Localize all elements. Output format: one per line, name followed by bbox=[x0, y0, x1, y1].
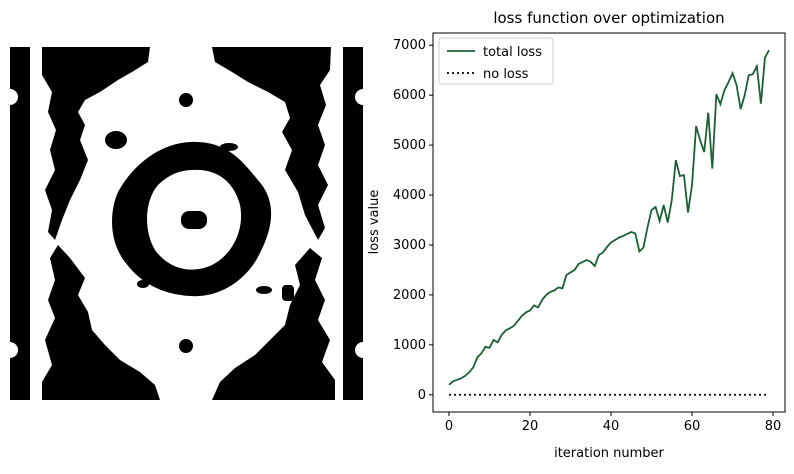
legend-label: no loss bbox=[483, 67, 529, 82]
x-axis-label: iteration number bbox=[554, 446, 664, 461]
y-tick-label: 6000 bbox=[393, 88, 426, 103]
chart-title: loss function over optimization bbox=[493, 9, 724, 27]
axes-frame bbox=[432, 32, 786, 413]
y-tick-label: 3000 bbox=[393, 238, 426, 253]
plot-area: 0 20 40 60 80 0 1000 2000 3000 4000 5000 6000 7000 to… bbox=[393, 37, 782, 434]
y-tick-label: 5000 bbox=[393, 138, 426, 153]
x-tick-label: 20 bbox=[522, 419, 539, 434]
legend-label: total loss bbox=[483, 45, 542, 60]
x-tick-label: 60 bbox=[684, 419, 701, 434]
x-tick-label: 80 bbox=[765, 419, 782, 434]
y-tick-label: 0 bbox=[418, 388, 426, 403]
y-tick-label: 1000 bbox=[393, 338, 426, 353]
topology-image bbox=[2, 47, 371, 400]
y-axis-label: loss value bbox=[367, 190, 382, 255]
y-tick-label: 7000 bbox=[393, 38, 426, 53]
x-tick-label: 40 bbox=[603, 419, 620, 434]
x-tick-label: 0 bbox=[445, 419, 453, 434]
y-tick-label: 2000 bbox=[393, 288, 426, 303]
y-tick-label: 4000 bbox=[393, 188, 426, 203]
series-line bbox=[448, 49, 770, 386]
